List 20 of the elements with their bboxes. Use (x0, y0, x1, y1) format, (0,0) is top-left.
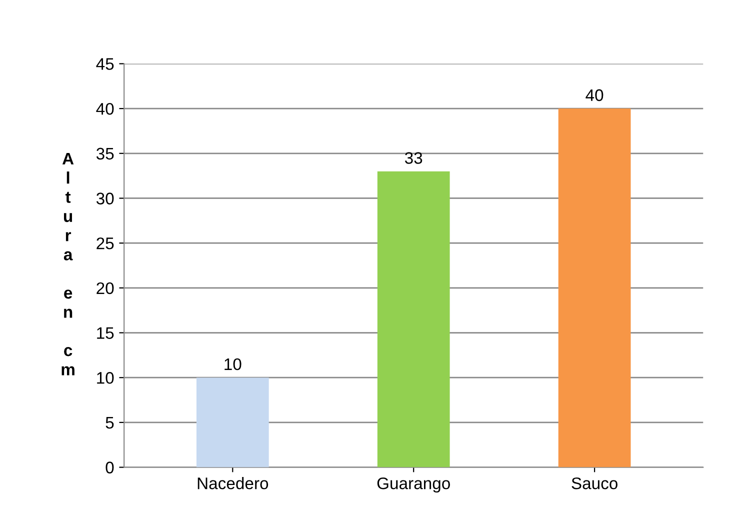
x-tick-label: Nacedero (198, 477, 268, 490)
y-tick-label: 45 (96, 58, 114, 70)
y-tick-label: 35 (96, 148, 114, 160)
text: Altura en cm (62, 152, 74, 376)
x-tick-label: Sauco (572, 477, 618, 490)
y-tick-label: 20 (96, 282, 114, 294)
data-label: 10 (224, 358, 242, 370)
bar (377, 171, 450, 468)
data-label: 40 (586, 89, 604, 102)
y-tick-label: 5 (106, 417, 114, 429)
bar (558, 108, 631, 468)
y-tick-label: 40 (96, 102, 114, 115)
data-label: 33 (404, 152, 422, 164)
y-tick-label: 10 (97, 372, 114, 384)
y-tick-label: 30 (96, 192, 114, 204)
y-tick-label: 25 (96, 237, 114, 250)
y-tick-label: 15 (97, 327, 114, 339)
bar (196, 378, 269, 468)
y-tick-label: 0 (106, 462, 114, 474)
x-tick-label: Guarango (377, 477, 450, 493)
